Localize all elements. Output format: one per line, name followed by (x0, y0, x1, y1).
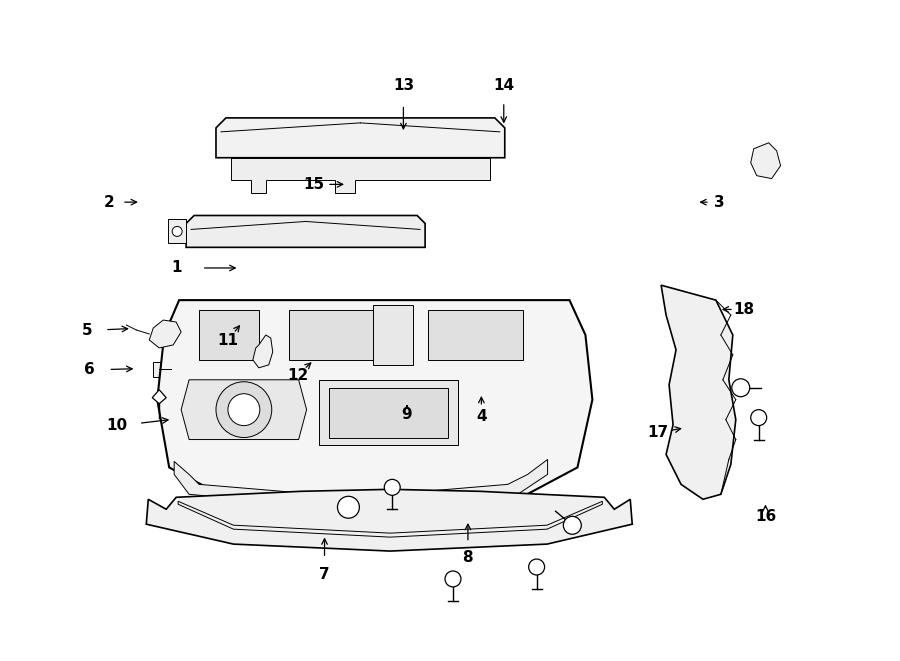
Polygon shape (374, 305, 413, 365)
Text: 17: 17 (647, 425, 669, 440)
Polygon shape (181, 380, 307, 440)
Polygon shape (751, 143, 780, 178)
Polygon shape (147, 489, 632, 551)
Polygon shape (328, 388, 448, 438)
Text: 5: 5 (82, 323, 93, 338)
Bar (153, 362, 176, 377)
Polygon shape (231, 158, 490, 192)
Text: 1: 1 (171, 260, 182, 276)
Circle shape (216, 382, 272, 438)
Polygon shape (199, 310, 259, 360)
Polygon shape (319, 380, 458, 444)
Text: 18: 18 (734, 302, 754, 317)
Text: 11: 11 (217, 333, 239, 348)
Circle shape (338, 496, 359, 518)
Circle shape (528, 559, 544, 575)
Text: 13: 13 (392, 78, 414, 93)
Circle shape (732, 379, 750, 397)
Polygon shape (158, 300, 592, 514)
Text: 15: 15 (303, 177, 324, 192)
Circle shape (563, 516, 581, 534)
Circle shape (228, 394, 260, 426)
Polygon shape (152, 390, 166, 404)
Polygon shape (289, 310, 378, 360)
Text: 10: 10 (106, 418, 127, 434)
Polygon shape (186, 215, 425, 247)
Text: 14: 14 (493, 78, 514, 93)
Circle shape (172, 227, 182, 237)
Circle shape (384, 479, 400, 495)
Polygon shape (216, 118, 505, 158)
Polygon shape (428, 310, 523, 360)
Text: 9: 9 (401, 407, 412, 422)
Text: 2: 2 (104, 194, 115, 210)
Polygon shape (168, 219, 186, 243)
Text: 12: 12 (287, 368, 309, 383)
Text: 16: 16 (755, 508, 776, 524)
Circle shape (445, 571, 461, 587)
Text: 3: 3 (714, 194, 724, 210)
Polygon shape (175, 459, 547, 509)
Text: 4: 4 (476, 408, 487, 424)
Polygon shape (662, 285, 736, 499)
Text: 6: 6 (85, 362, 95, 377)
Polygon shape (253, 335, 273, 368)
Text: 8: 8 (463, 550, 473, 565)
Circle shape (751, 410, 767, 426)
Polygon shape (149, 320, 181, 348)
Text: 7: 7 (320, 566, 329, 582)
